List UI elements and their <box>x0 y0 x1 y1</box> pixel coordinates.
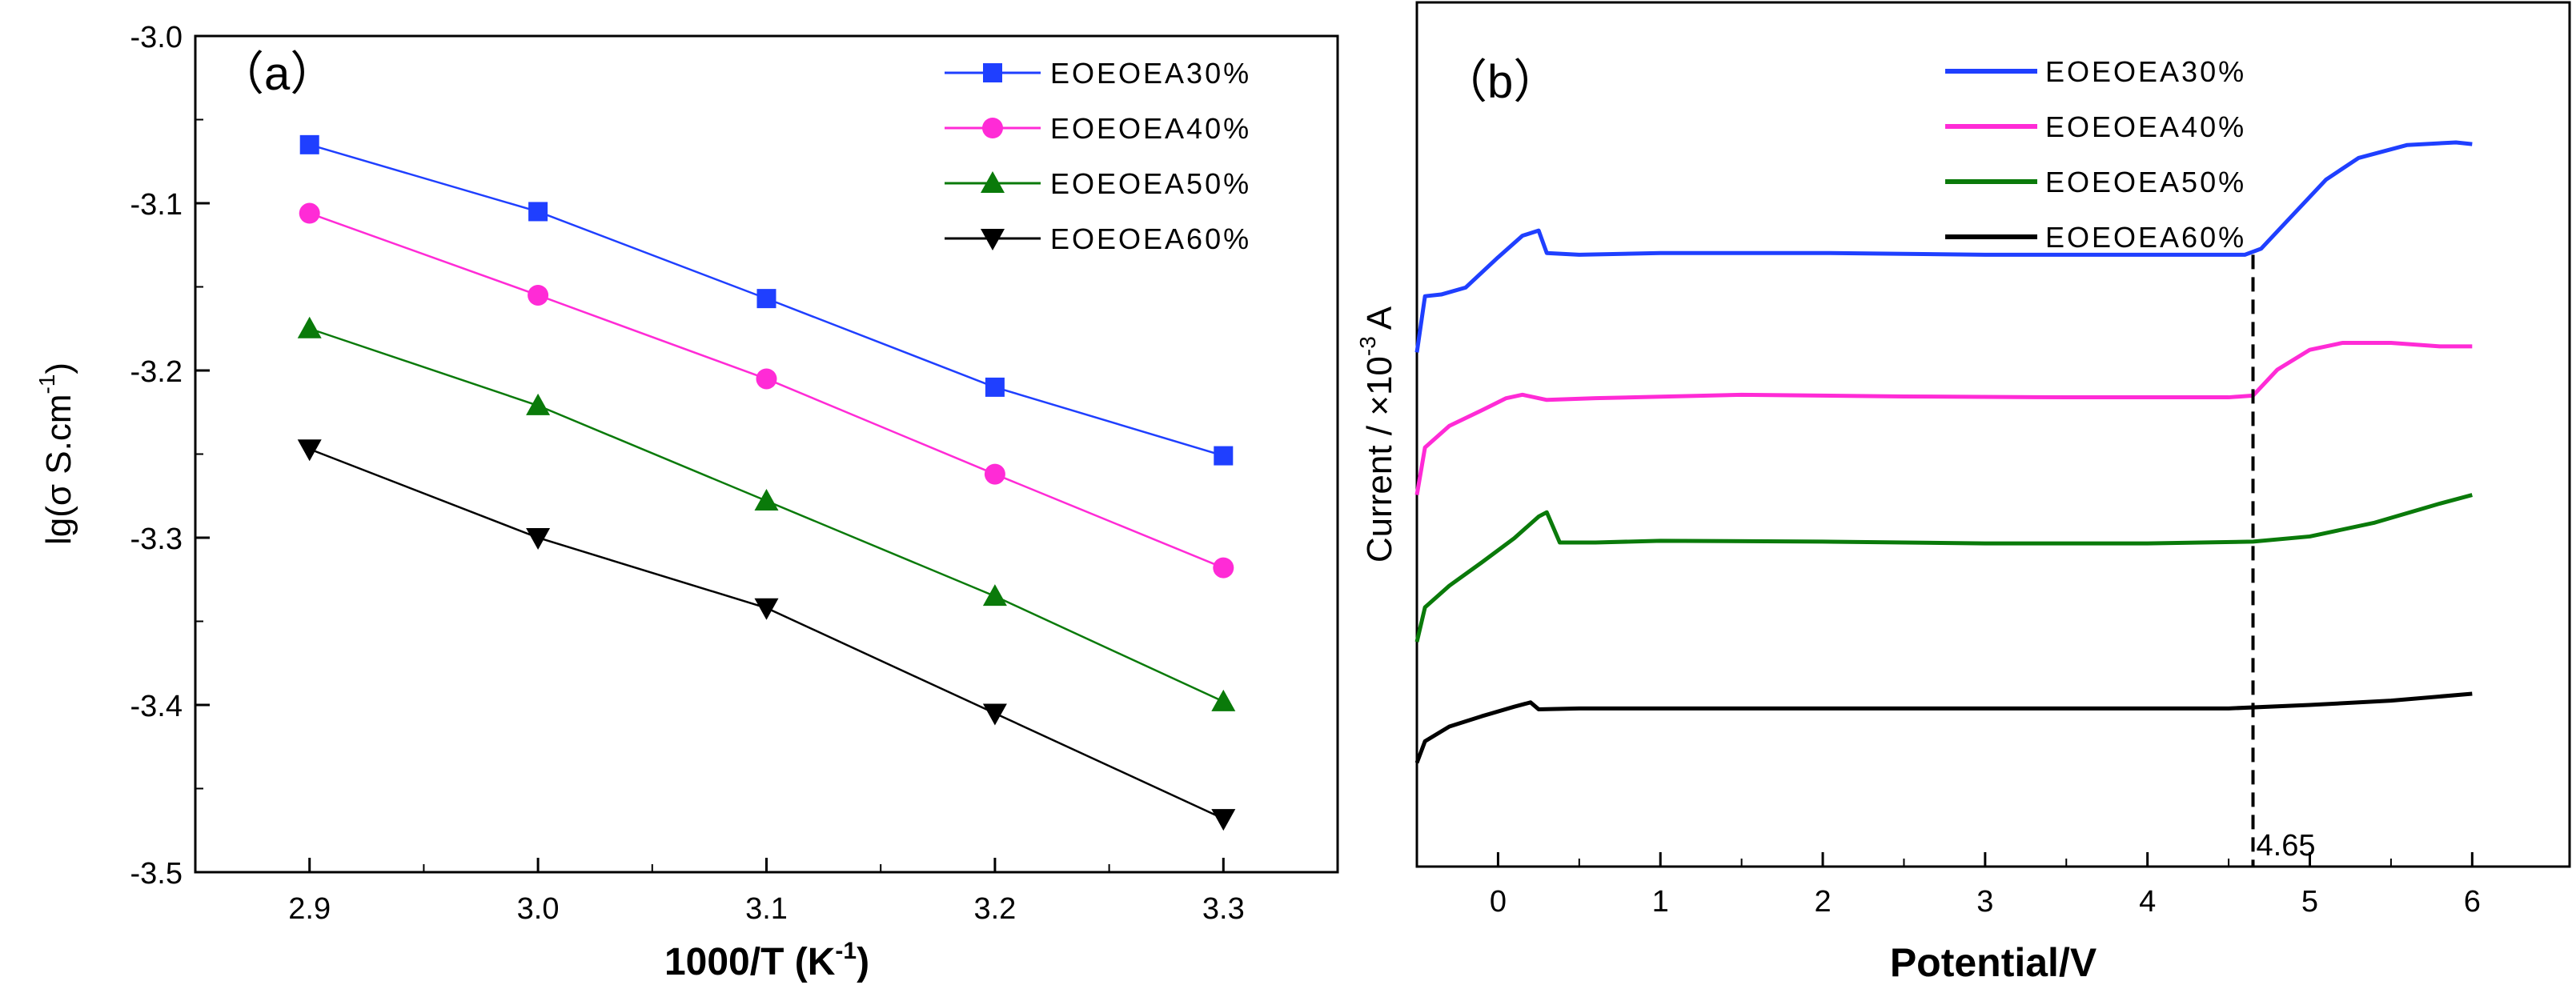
panel-a-data-point <box>299 202 320 224</box>
panel-a-x-tick-label: 2.9 <box>288 892 331 926</box>
panel-a-legend-entry-30: EOEOEA30% <box>945 57 1251 90</box>
panel-b-x-axis-title: Potential/V <box>1890 940 2097 985</box>
svg-text:EOEOEA30%: EOEOEA30% <box>2045 55 2246 88</box>
panel-b-annotation: 4.65 <box>2251 254 2316 867</box>
panel-a-data-point <box>299 134 319 154</box>
panel-a-series <box>297 439 1236 831</box>
panel-a-data-point <box>1214 446 1234 466</box>
panel-a-data-point <box>528 202 548 222</box>
panel-a-data-point <box>985 377 1005 397</box>
svg-text:EOEOEA50%: EOEOEA50% <box>2045 166 2246 198</box>
panel-a-data-point <box>982 703 1007 726</box>
panel-b-legend: EOEOEA30% EOEOEA40% EOEOEA50% EOEOEA60% <box>1945 55 2246 254</box>
panel-b-legend-entry-30: EOEOEA30% <box>1945 55 2246 88</box>
panel-a-data-point <box>1213 557 1234 579</box>
panel-b-x-axis: 0 1 2 3 4 5 6 <box>1416 852 2481 919</box>
panel-a-legend: EOEOEA30% EOEOEA40% EOEOEA50% EOEOEA60% <box>945 57 1251 255</box>
panel-b-plot-frame <box>1415 1 2571 868</box>
panel-a-y-tick-label: -3.4 <box>130 690 183 723</box>
panel-a-data-point <box>526 528 551 550</box>
panel-a-data-point <box>1211 809 1236 831</box>
panel-b-legend-entry-60: EOEOEA60% <box>1945 221 2246 254</box>
panel-b-legend-entry-40: EOEOEA40% <box>1945 110 2246 143</box>
svg-text:EOEOEA60%: EOEOEA60% <box>1050 222 1251 255</box>
panel-b-chart: 0 1 2 3 4 5 6 4.65 （b） EOEOEA30% EOEOEA40% EOE… <box>1355 1 2571 985</box>
panel-b-legend-entry-50: EOEOEA50% <box>1945 166 2246 198</box>
panel-a-series <box>299 134 1234 466</box>
panel-b-series-line <box>1414 341 2473 496</box>
panel-a-data-point <box>1211 689 1236 711</box>
panel-a-data-point <box>526 393 551 415</box>
panel-a-y-tick-label: -3.5 <box>130 857 183 891</box>
panel-a-data-point <box>754 489 779 511</box>
panel-a-y-axis: -3.0 -3.1 -3.2 -3.3 -3.4 -3.5 <box>130 21 210 891</box>
panel-b-x-tick-label: 0 <box>1490 885 1507 919</box>
panel-a-data-point <box>756 289 776 309</box>
panel-b-series-group <box>1414 140 2473 764</box>
panel-b-label: （b） <box>1441 56 1559 108</box>
panel-a-legend-entry-50: EOEOEA50% <box>945 167 1251 200</box>
panel-b-x-tick-label: 4 <box>2139 885 2156 919</box>
panel-b-annotation-label: 4.65 <box>2257 829 2316 863</box>
panel-b-x-tick-label: 5 <box>2301 885 2318 919</box>
panel-b-series-line <box>1414 140 2473 353</box>
panel-a-series-group <box>297 134 1236 831</box>
panel-a-x-axis-title: 1000/T (K-1) <box>664 938 869 983</box>
panel-a-legend-entry-60: EOEOEA60% <box>945 222 1251 255</box>
panel-a-label: （a） <box>218 48 336 100</box>
panel-a-y-tick-label: -3.3 <box>130 523 183 556</box>
panel-a-x-tick-label: 3.3 <box>1202 892 1245 926</box>
panel-b-x-tick-label: 1 <box>1652 885 1669 919</box>
panel-a-y-tick-label: -3.0 <box>130 21 183 54</box>
panel-a-data-point <box>297 316 322 338</box>
panel-a-legend-entry-40: EOEOEA40% <box>945 112 1251 145</box>
panel-a-x-tick-label: 3.1 <box>745 892 788 926</box>
panel-a-data-point <box>528 284 549 306</box>
panel-a-chart: 2.9 3.0 3.1 3.2 3.3 -3.0 -3.1 -3.2 -3.3 -3.4 -3.5… <box>34 21 1339 983</box>
panel-a-x-tick-label: 3.2 <box>973 892 1016 926</box>
panel-a-data-point <box>754 598 779 620</box>
svg-text:EOEOEA40%: EOEOEA40% <box>1050 112 1251 145</box>
panel-b-x-tick-label: 6 <box>2464 885 2481 919</box>
panel-a-data-point <box>982 584 1007 607</box>
svg-text:EOEOEA30%: EOEOEA30% <box>1050 57 1251 90</box>
svg-text:EOEOEA60%: EOEOEA60% <box>2045 221 2246 254</box>
panel-b-x-tick-label: 3 <box>1976 885 1993 919</box>
panel-a-x-tick-label: 3.0 <box>517 892 560 926</box>
panel-a-y-axis-title: lg(σ S.cm-1) <box>34 362 78 545</box>
panel-a-data-point <box>756 368 777 390</box>
svg-text:EOEOEA50%: EOEOEA50% <box>1050 167 1251 200</box>
panel-a-x-axis: 2.9 3.0 3.1 3.2 3.3 <box>195 858 1338 926</box>
panel-a-series <box>297 316 1236 711</box>
panel-a-y-tick-label: -3.2 <box>130 355 183 389</box>
panel-a-series-line <box>309 212 1224 569</box>
svg-text:EOEOEA40%: EOEOEA40% <box>2045 110 2246 143</box>
panel-a-data-point <box>984 463 1005 485</box>
panel-b-y-axis-title: Current / ×10-3A <box>1355 306 1399 563</box>
panel-b-series-line <box>1414 691 2473 764</box>
panel-b-x-tick-label: 2 <box>1814 885 1831 919</box>
panel-a-data-point <box>297 439 322 462</box>
panel-a-y-tick-label: -3.1 <box>130 188 183 222</box>
panel-b-series-line <box>1414 493 2473 643</box>
panel-a-series <box>299 202 1234 579</box>
